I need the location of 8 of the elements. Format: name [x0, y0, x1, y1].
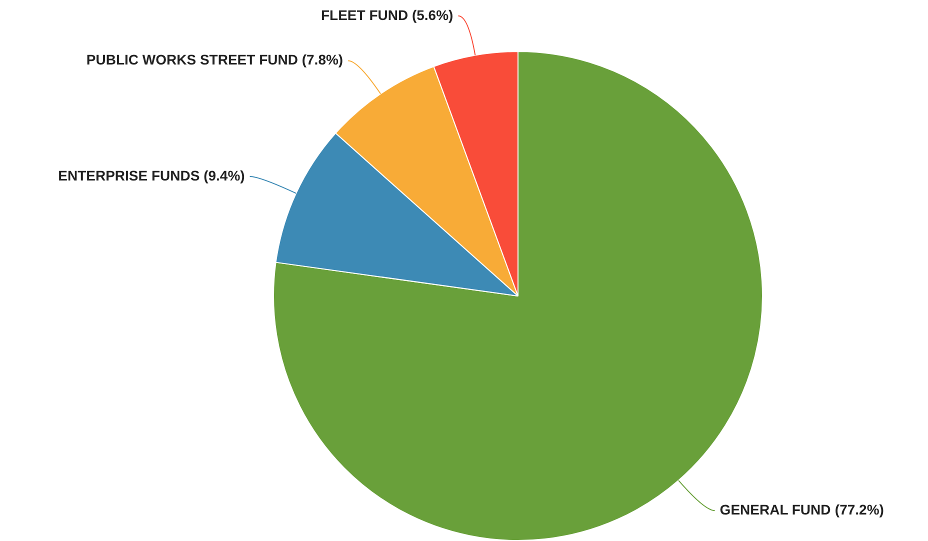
slice-label: FLEET FUND: [320, 6, 408, 23]
slice-label: ENTERPRISE FUNDS: [58, 167, 200, 184]
data-label: (5.6%): [412, 6, 454, 23]
slice-label: GENERAL FUND: [720, 501, 831, 518]
data-label: (7.8%): [302, 52, 344, 68]
slice-label: PUBLIC WORKS STREET FUND: [86, 52, 298, 68]
data-label: (9.4%): [204, 167, 245, 184]
data-label: (77.2%): [834, 501, 884, 518]
